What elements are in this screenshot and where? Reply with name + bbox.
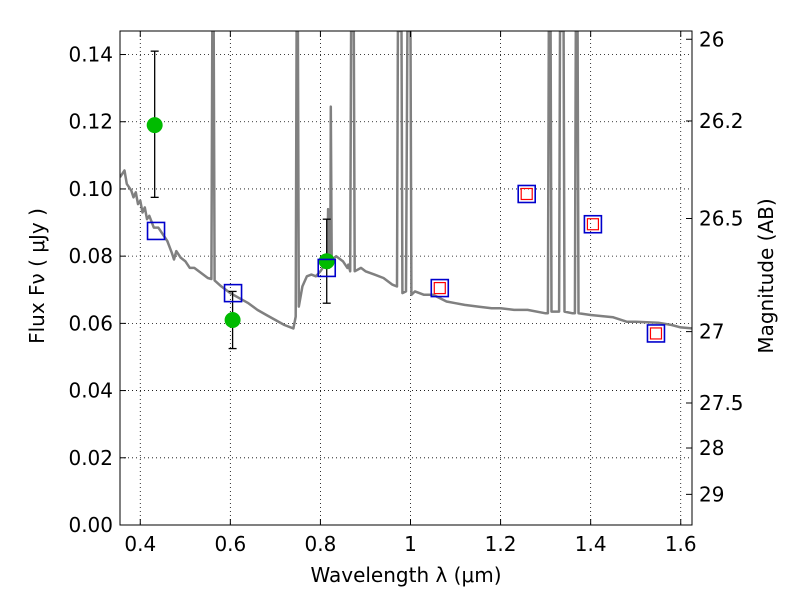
y-tick-label: 0.14: [68, 43, 113, 67]
x-axis-label: Wavelength λ (μm): [310, 563, 501, 587]
ticks: 0.4 0.6 0.8 1 1.2 1.4 1.6 0.00 0.02 0.04 0.06 0.08 0…: [68, 27, 743, 556]
right-axis-label: Magnitude (AB): [754, 198, 778, 353]
model-point-blue: [223, 283, 243, 303]
mag-tick-label: 29: [699, 482, 724, 506]
x-tick-label: 1.4: [575, 532, 607, 556]
y-axis-label: Flux Fν ( μJy ): [25, 208, 49, 344]
mag-tick-label: 26.5: [699, 207, 744, 231]
mag-tick-label: 26.2: [699, 109, 744, 133]
grid: [120, 31, 692, 525]
model-point-blue: [430, 278, 450, 298]
model-point-red: [649, 327, 663, 340]
model-point-blue: [517, 184, 537, 204]
x-tick-label: 0.6: [214, 532, 246, 556]
measured-point: [318, 253, 335, 270]
y-tick-label: 0.08: [68, 244, 113, 268]
spectrum-line: [120, 31, 692, 330]
y-tick-label: 0.12: [68, 110, 113, 134]
x-tick-label: 1.6: [665, 532, 697, 556]
plot-frame: [119, 30, 693, 526]
x-tick-label: 0.8: [305, 532, 337, 556]
model-point-red: [520, 187, 533, 201]
y-tick-label: 0.00: [68, 513, 113, 537]
y-tick-label: 0.02: [68, 446, 113, 470]
y-tick-label: 0.04: [68, 379, 113, 403]
y-tick-label: 0.06: [68, 311, 113, 335]
model-point-blue: [646, 324, 666, 343]
x-tick-label: 1: [404, 532, 417, 556]
plot-area: [120, 31, 692, 350]
model-point-blue: [317, 258, 337, 278]
model-point-blue: [146, 221, 166, 241]
x-tick-label: 1.2: [485, 532, 517, 556]
measured-point: [224, 312, 241, 329]
model-point-red: [433, 281, 446, 295]
mag-tick-label: 27: [699, 320, 724, 344]
measured-point: [146, 117, 163, 134]
x-tick-label: 0.4: [124, 532, 156, 556]
model-point-blue: [583, 214, 603, 234]
mag-tick-label: 27.5: [699, 391, 744, 415]
model-point-red: [586, 218, 600, 231]
mag-tick-label: 28: [699, 436, 724, 460]
mag-tick-label: 26: [699, 27, 724, 51]
y-tick-label: 0.10: [68, 177, 113, 201]
